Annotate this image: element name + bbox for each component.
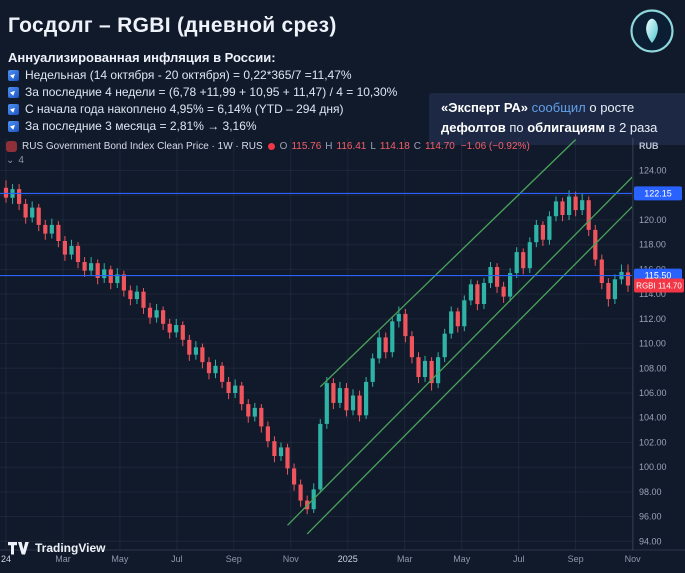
inflation-bullet-text: За последние 4 недели = (6,78 +11,99 + 1… [25,85,398,99]
arrow-up-icon: ▶ [8,69,19,81]
news-callout: «Эксперт РА» сообщил о росте дефолтов по… [429,93,685,145]
svg-text:118.00: 118.00 [639,240,666,250]
symbol-title[interactable]: RUS Government Bond Index Clean Price · … [22,141,263,152]
indicator-toggle[interactable]: ⌄ 4 [6,155,530,166]
inflation-bullet-text: С начала года накоплено 4,95% = 6,14% (Y… [25,102,344,116]
svg-text:RGBI 114.70: RGBI 114.70 [636,282,682,291]
svg-text:May: May [111,554,129,564]
chart-panel[interactable]: 124.00120.00118.00116.00114.00112.00110.… [0,138,685,573]
svg-text:Jul: Jul [513,554,525,564]
svg-text:2025: 2025 [338,554,358,564]
svg-text:Mar: Mar [397,554,413,564]
tradingview-watermark[interactable]: TradingView [8,541,105,555]
price-axis[interactable]: 124.00120.00118.00116.00114.00112.00110.… [639,141,667,546]
svg-text:106.00: 106.00 [639,388,667,398]
svg-text:98.00: 98.00 [639,487,662,497]
svg-text:122.15: 122.15 [644,188,672,198]
arrow-up-icon: ▶ [8,120,19,132]
last-price-tag: RGBI 114.70 [634,278,684,293]
channel-logo-icon [630,9,674,53]
market-status-icon [267,143,275,150]
tradingview-label: TradingView [35,541,106,555]
inflation-bullet: ▶ Недельная (14 октября - 20 октября) = 0… [8,68,397,82]
currency-label: RUB [639,141,659,151]
svg-text:Jul: Jul [171,554,183,564]
svg-text:120.00: 120.00 [639,215,667,225]
svg-text:100.00: 100.00 [639,462,667,472]
arrow-up-icon: ▶ [8,103,19,115]
svg-text:124.00: 124.00 [639,166,667,176]
svg-text:114.00: 114.00 [639,289,666,299]
candlestick-chart[interactable]: 124.00120.00118.00116.00114.00112.00110.… [0,138,685,573]
svg-text:104.00: 104.00 [639,413,667,423]
news-link[interactable]: сообщил [531,100,586,115]
horizontal-level-lines[interactable] [0,192,632,277]
svg-text:102.00: 102.00 [639,438,667,448]
svg-text:24: 24 [1,554,11,564]
svg-text:Mar: Mar [55,554,71,564]
instrument-logo-icon [6,141,17,152]
tradingview-logo-icon [8,541,29,554]
inflation-subtitle: Аннуализированная инфляция в России: [8,50,276,65]
indicator-count: 4 [18,155,24,166]
level-price-tag: 122.15 [634,186,682,201]
inflation-bullet: ▶ За последние 3 месяца = 2,81% → 3,16% [8,119,397,133]
arrow-up-icon: ▶ [8,86,19,98]
news-callout-line1: «Эксперт РА» сообщил о росте [441,100,635,115]
time-axis[interactable]: 24 Mar May Jul Sep Nov 2025 Mar May Jul Sep Nov [1,554,641,564]
chart-legend: RUS Government Bond Index Clean Price · … [6,141,530,166]
inflation-bullet: ▶ За последние 4 недели = (6,78 +11,99 + … [8,85,397,99]
inflation-bullet-text: Недельная (14 октября - 20 октября) = 0,… [25,68,352,82]
svg-text:Nov: Nov [625,554,642,564]
inflation-bullet-list: ▶ Недельная (14 октября - 20 октября) = 0… [8,68,397,133]
svg-text:May: May [453,554,471,564]
svg-text:110.00: 110.00 [639,339,666,349]
svg-text:115.50: 115.50 [645,271,672,281]
inflation-bullet: ▶ С начала года накоплено 4,95% = 6,14% (… [8,102,397,116]
ohlc-values: O 115.76 H 116.41 L 114.18 C 114.70 −1.06 (−0.92… [279,141,530,152]
svg-text:108.00: 108.00 [639,363,667,373]
svg-text:Sep: Sep [568,554,584,564]
svg-text:94.00: 94.00 [639,536,662,546]
svg-text:112.00: 112.00 [639,314,666,324]
page-title: Госдолг – RGBI (дневной срез) [8,14,337,37]
trend-channel[interactable] [287,139,642,535]
news-callout-line2: дефолтов по облигациям в 2 раза [441,120,658,135]
svg-text:Sep: Sep [226,554,242,564]
svg-text:96.00: 96.00 [639,512,662,522]
grid-lines [0,138,634,550]
chevron-down-icon: ⌄ [6,155,15,166]
inflation-bullet-text: За последние 3 месяца = 2,81% → 3,16% [25,119,257,133]
svg-text:Nov: Nov [283,554,300,564]
candles [3,180,631,515]
